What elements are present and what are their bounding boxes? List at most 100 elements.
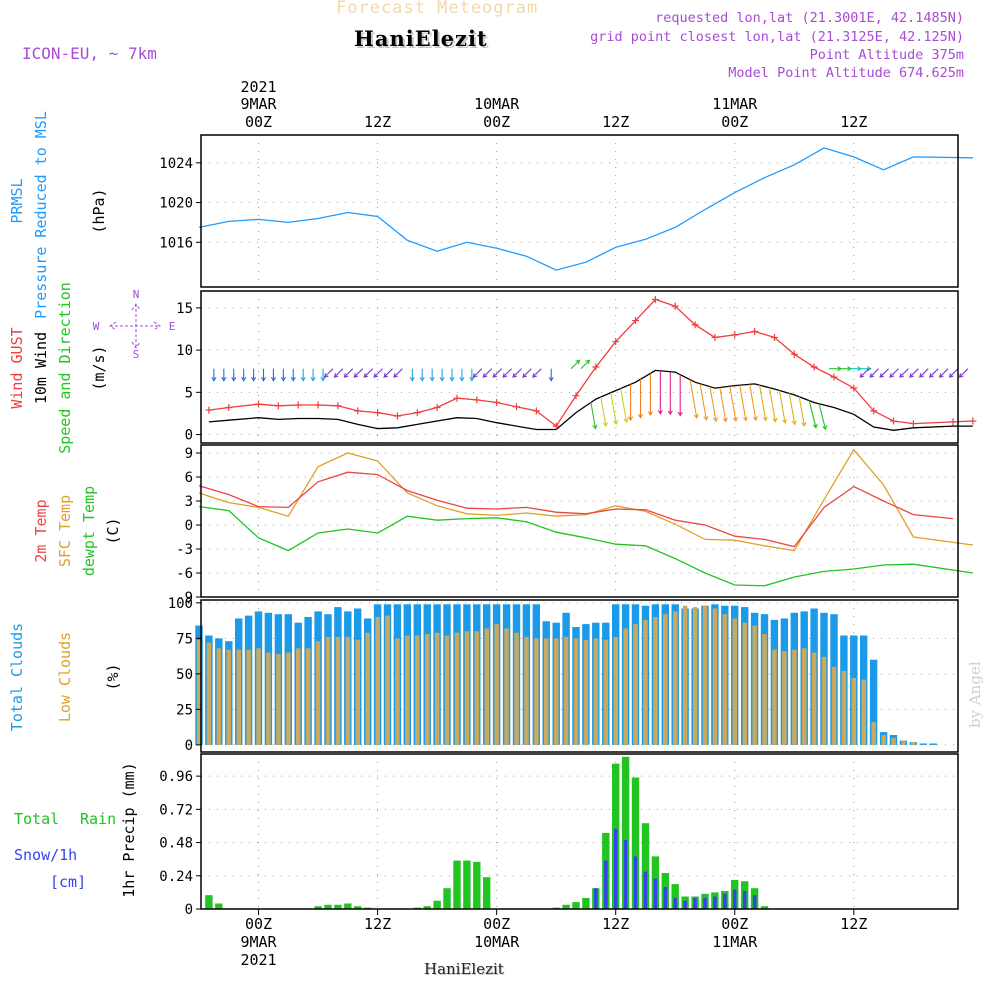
top-hour-label: 00Z	[721, 113, 748, 131]
rain-bar	[205, 895, 213, 909]
wind-arrow-head	[822, 425, 828, 431]
precip-ytick-label: 0.24	[159, 869, 193, 885]
rain-bar	[760, 906, 769, 909]
wind-direction-arrow	[344, 368, 354, 378]
low-clouds-bar	[514, 632, 519, 745]
low-clouds-bar	[792, 649, 797, 745]
wind-direction-arrow	[869, 368, 880, 378]
panel-frames	[196, 134, 959, 915]
low-clouds-bar	[742, 622, 747, 745]
wind-arrow-head	[251, 376, 257, 382]
site-name: HaniElezit	[354, 26, 488, 51]
low-clouds-bar	[911, 742, 916, 745]
wind-arrow-head	[602, 422, 608, 428]
low-clouds-bar	[484, 628, 489, 745]
wind-arrow-head	[812, 423, 818, 429]
wind-gust-marker	[691, 321, 699, 329]
temp-dewpt-label: dewpt Temp	[80, 486, 98, 576]
compass-east-label: E	[169, 320, 176, 333]
wind-arrow-head	[782, 419, 788, 424]
low-clouds-bar	[613, 636, 618, 745]
wind-direction-arrow	[324, 368, 334, 378]
total-clouds-label: Total Clouds	[8, 623, 26, 731]
wind-ytick-label: 5	[185, 385, 193, 401]
wind-arrow-head	[419, 376, 425, 382]
low-clouds-bar	[802, 648, 807, 745]
snow-bar	[693, 897, 697, 909]
precip-ytick-label: 0	[185, 902, 193, 918]
low-clouds-bar	[534, 638, 539, 745]
low-clouds-bar	[464, 631, 470, 745]
wind-direction-arrow	[334, 368, 344, 378]
low-clouds-bar	[633, 624, 638, 745]
rain-bar	[621, 756, 630, 909]
temp-sfc-label: SFC Temp	[56, 495, 74, 567]
rain-bar	[473, 861, 481, 909]
wind-direction-arrow	[709, 386, 717, 422]
low-clouds-bar	[841, 671, 847, 745]
bottom-hour-label: 12Z	[602, 915, 629, 933]
compass-north-label: N	[133, 288, 140, 301]
wind-arrow-head	[791, 420, 797, 426]
low-clouds-bar	[603, 639, 609, 745]
wind-direction-arrow	[768, 387, 776, 422]
wind-gust-marker	[552, 422, 560, 430]
wind-arrow-head	[712, 417, 718, 423]
wind-gust-marker	[770, 333, 778, 341]
wind-direction-arrow	[959, 368, 969, 378]
rain-bar	[354, 906, 362, 909]
precip-snow-unit-label: [cm]	[50, 873, 86, 891]
total-clouds-bar	[869, 659, 878, 745]
pressure-series-line	[198, 147, 973, 271]
wind-direction-arrow	[620, 388, 628, 423]
wind-arrow-head	[482, 373, 488, 378]
temperature-ytick-label: -6	[176, 566, 193, 582]
wind-arrow-head	[703, 415, 709, 421]
low-clouds-bar	[861, 679, 866, 745]
precip-ytick-label: 0.96	[159, 769, 193, 785]
low-clouds-bar	[682, 605, 688, 745]
low-clouds-bar	[296, 648, 301, 745]
top-year-label: 2021	[240, 78, 276, 96]
temperature-ytick-label: 3	[185, 494, 193, 510]
clouds-ytick-label: 100	[168, 596, 193, 612]
wind-arrow-head	[722, 417, 728, 423]
temperature-ytick-label: -9	[176, 590, 193, 606]
wind-ytick-label: 10	[176, 343, 193, 359]
low-clouds-bar	[305, 648, 311, 745]
snow-bar	[733, 889, 737, 909]
wind-arrow-head	[752, 416, 758, 422]
low-clouds-bar	[246, 649, 251, 745]
wind-arrow-head	[211, 376, 217, 382]
low-clouds-bar	[405, 635, 410, 745]
wind-ytick-label: 0	[185, 428, 193, 444]
compass-west-label: W	[93, 320, 100, 333]
wind-arrow-head	[532, 373, 537, 378]
wind-direction-arrow	[949, 368, 959, 378]
wind-direction-arrow	[482, 368, 493, 378]
wind-arrow-head	[592, 424, 598, 430]
low-clouds-bar	[325, 636, 331, 745]
top-day-label: 9MAR	[240, 95, 277, 113]
temperature-ytick-label: 9	[185, 446, 193, 462]
low-clouds-bar	[583, 639, 589, 745]
wind-arrow-head	[613, 420, 619, 426]
wind-direction-arrow	[778, 390, 786, 424]
bottom-hour-label: 00Z	[483, 915, 510, 933]
low-clouds-bar	[692, 607, 698, 745]
low-clouds-bar	[782, 651, 787, 745]
wind-arrow-head	[647, 411, 653, 417]
wind-gust-marker	[671, 302, 679, 310]
wind-direction-arrow	[919, 368, 929, 378]
wind-arrow-head	[373, 373, 379, 378]
wind-arrow-head	[290, 376, 296, 382]
low-clouds-bar	[811, 652, 817, 745]
wind-direction-arrow	[719, 387, 727, 422]
wind-arrow-head	[409, 376, 415, 382]
snow-bar	[713, 896, 717, 909]
clouds-ytick-label: 0	[185, 738, 193, 754]
low-clouds-bar	[732, 618, 737, 745]
wind-arrow-head	[623, 418, 629, 424]
low-clouds-bar	[434, 632, 440, 745]
wind-gust-marker	[572, 392, 580, 400]
